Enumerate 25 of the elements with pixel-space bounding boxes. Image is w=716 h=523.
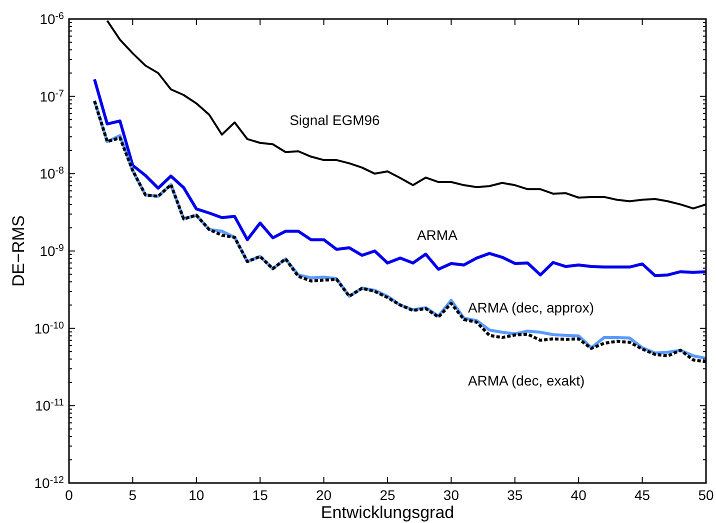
x-tick-label: 45 [634, 487, 650, 503]
x-tick-label: 10 [188, 487, 204, 503]
y-tick-label: 10$^{-9}$ [40, 242, 64, 259]
x-tick-label: 25 [380, 487, 396, 503]
y-tick-label: 10$^{-6}$ [40, 10, 65, 27]
series-label: Signal EGM96 [290, 112, 380, 128]
x-tick-label: 20 [316, 487, 332, 503]
x-axis-title: Entwicklungsgrad [320, 503, 454, 522]
series-label: ARMA [416, 226, 458, 243]
line-series [92, 78, 706, 278]
x-tick-label: 5 [128, 487, 137, 503]
series-label: ARMA (dec, approx) [468, 299, 594, 316]
x-tick-label: 35 [507, 487, 523, 503]
y-tick-label: 10$^{-10}$ [34, 320, 65, 336]
y-tick-label: 10$^{-12}$ [34, 474, 64, 491]
series-label: ARMA (dec, exakt) [468, 372, 585, 389]
y-tick-label: 10$^{-8}$ [40, 165, 65, 182]
x-tick-label: 40 [570, 487, 587, 503]
x-tick-label: 50 [698, 487, 714, 503]
x-tick-label: 15 [252, 487, 268, 503]
y-axis-title: DE−RMS [9, 215, 28, 287]
x-tick-label: 30 [443, 487, 460, 503]
y-tick-label: 10$^{-11}$ [34, 397, 64, 414]
y-tick-label: 10$^{-7}$ [40, 88, 64, 104]
x-tick-label: 0 [65, 487, 74, 503]
